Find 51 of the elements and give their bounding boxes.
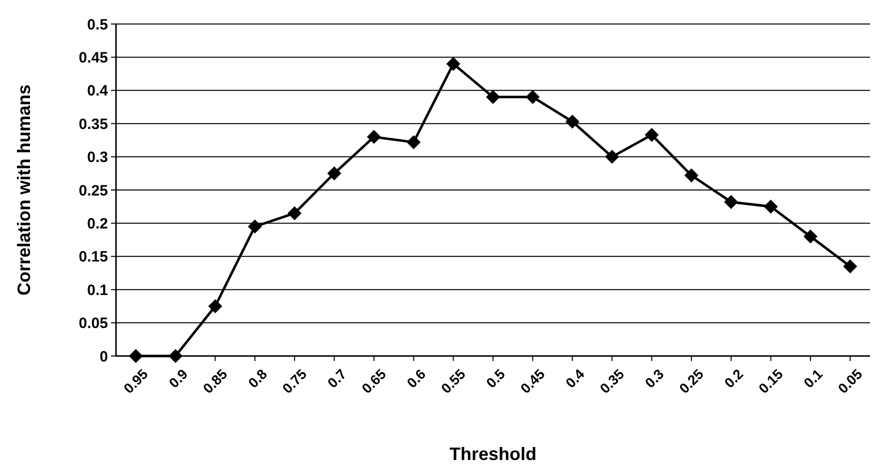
y-tick-label: 0.3 — [87, 149, 108, 166]
point — [565, 114, 580, 129]
x-tick-label: 0.05 — [834, 366, 866, 396]
x-tick-label: 0.45 — [517, 366, 548, 396]
y-tick-label: 0 — [100, 348, 108, 366]
point — [366, 130, 381, 144]
x-tick-label: 0.3 — [642, 366, 667, 391]
x-tick-label: 0.25 — [676, 366, 707, 396]
point — [684, 168, 698, 182]
x-tick-label: 0.6 — [404, 366, 429, 391]
point — [248, 220, 262, 234]
x-tick-label: 0.95 — [120, 366, 152, 396]
y-tick-label: 0.1 — [87, 282, 108, 299]
y-tick-label: 0.05 — [78, 315, 108, 332]
x-tick-label: 0.35 — [596, 366, 628, 396]
point — [486, 90, 500, 104]
x-tick-label: 0.1 — [800, 366, 826, 391]
point — [446, 56, 460, 71]
x-tick-label: 0.5 — [482, 366, 508, 391]
x-tick-label: 0.4 — [562, 366, 588, 391]
x-tick-label: 0.2 — [721, 366, 746, 391]
y-tick-label: 0.45 — [78, 49, 108, 66]
point — [803, 229, 818, 244]
point — [327, 166, 342, 180]
x-tick-label: 0.8 — [244, 366, 270, 391]
x-tick-label: 0.55 — [438, 366, 469, 396]
y-tick-label: 0.25 — [78, 182, 108, 200]
x-axis-title: Threshold — [449, 444, 537, 464]
point — [843, 259, 858, 274]
point — [526, 90, 540, 104]
x-tick-label: 0.15 — [755, 366, 786, 396]
point — [406, 135, 421, 150]
y-tick-label: 0.35 — [78, 116, 108, 133]
y-tick-label: 0.4 — [87, 82, 109, 100]
point — [208, 299, 222, 314]
point — [128, 349, 143, 363]
x-tick-label: 0.65 — [358, 366, 390, 396]
y-axis-title: Correlation with humans — [14, 84, 34, 296]
point — [724, 194, 738, 209]
y-tick-label: 0.15 — [78, 248, 108, 266]
point — [605, 150, 620, 164]
x-tick-label: 0.75 — [279, 366, 310, 396]
x-tick-label: 0.7 — [324, 366, 350, 391]
point — [168, 349, 183, 363]
point — [764, 200, 778, 214]
x-tick-label: 0.9 — [165, 366, 191, 391]
y-tick-label: 0.2 — [87, 215, 108, 232]
x-tick-label: 0.85 — [200, 366, 230, 396]
point — [288, 206, 302, 220]
y-tick-label: 0.5 — [87, 16, 108, 34]
point — [644, 128, 659, 142]
